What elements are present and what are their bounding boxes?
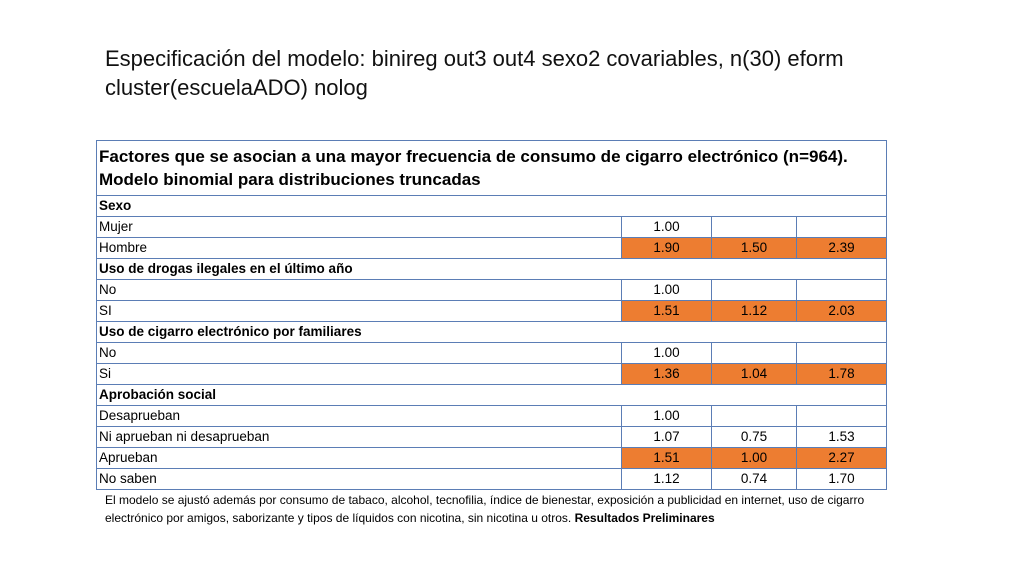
section-header: Uso de cigarro electrónico por familiare… [95,321,888,343]
slide-title: Especificación del modelo: binireg out3 … [105,46,844,100]
ci-upper-cell: 1.53 [795,426,888,448]
table-row: Hombre 1.90 1.50 2.39 [96,237,888,259]
row-label: Mujer [96,216,622,238]
section-header-row: Uso de drogas ilegales en el último año [95,258,888,280]
ci-upper-cell: 1.78 [795,363,888,385]
row-label: No [96,279,622,301]
row-label: SI [96,300,622,322]
row-label: No saben [96,468,622,490]
odds-ratio-cell: 1.12 [621,468,712,490]
row-label: Ni aprueban ni desaprueban [96,426,622,448]
ci-lower-cell: 1.50 [711,237,797,259]
section-header-row: Aprobación social [95,384,888,406]
table-row: Ni aprueban ni desaprueban 1.07 0.75 1.53 [96,426,888,448]
ci-lower-cell: 1.12 [711,300,797,322]
ci-lower-cell [711,279,797,301]
odds-ratio-cell: 1.36 [621,363,712,385]
ci-lower-cell: 1.04 [711,363,797,385]
section-header: Sexo [95,195,888,217]
results-table: Factores que se asocian a una mayor frec… [95,140,888,490]
ci-upper-cell: 2.03 [795,300,888,322]
ci-lower-cell [711,216,797,238]
ci-lower-cell [711,405,797,427]
table-row: Mujer 1.00 [96,216,888,238]
odds-ratio-cell: 1.00 [621,216,712,238]
odds-ratio-cell: 1.90 [621,237,712,259]
footnote-text: El modelo se ajustó además por consumo d… [105,493,865,525]
section-header-row: Uso de cigarro electrónico por familiare… [95,321,888,343]
section-header-row: Sexo [95,195,888,217]
ci-upper-cell: 2.27 [795,447,888,469]
odds-ratio-cell: 1.51 [621,300,712,322]
odds-ratio-cell: 1.00 [621,279,712,301]
row-label: Desaprueban [96,405,622,427]
ci-lower-cell [711,342,797,364]
ci-lower-cell: 0.74 [711,468,797,490]
table-row: Desaprueban 1.00 [96,405,888,427]
row-label: No [96,342,622,364]
ci-upper-cell [795,279,888,301]
section-header: Uso de drogas ilegales en el último año [95,258,888,280]
ci-lower-cell: 0.75 [711,426,797,448]
row-label: Si [96,363,622,385]
table-caption: Factores que se asocian a una mayor frec… [95,140,888,196]
ci-upper-cell [795,216,888,238]
row-label: Hombre [96,237,622,259]
table-row: Si 1.36 1.04 1.78 [96,363,888,385]
table-row: SI 1.51 1.12 2.03 [96,300,888,322]
odds-ratio-cell: 1.00 [621,405,712,427]
odds-ratio-cell: 1.07 [621,426,712,448]
ci-upper-cell [795,342,888,364]
table-row: No 1.00 [96,342,888,364]
ci-upper-cell: 1.70 [795,468,888,490]
ci-lower-cell: 1.00 [711,447,797,469]
odds-ratio-cell: 1.00 [621,342,712,364]
footnote: El modelo se ajustó además por consumo d… [105,492,895,527]
ci-upper-cell: 2.39 [795,237,888,259]
ci-upper-cell [795,405,888,427]
odds-ratio-cell: 1.51 [621,447,712,469]
table-row: No 1.00 [96,279,888,301]
table-row: Aprueban 1.51 1.00 2.27 [96,447,888,469]
footnote-bold: Resultados Preliminares [574,510,715,525]
row-label: Aprueban [96,447,622,469]
section-header: Aprobación social [95,384,888,406]
table-row: No saben 1.12 0.74 1.70 [96,468,888,490]
